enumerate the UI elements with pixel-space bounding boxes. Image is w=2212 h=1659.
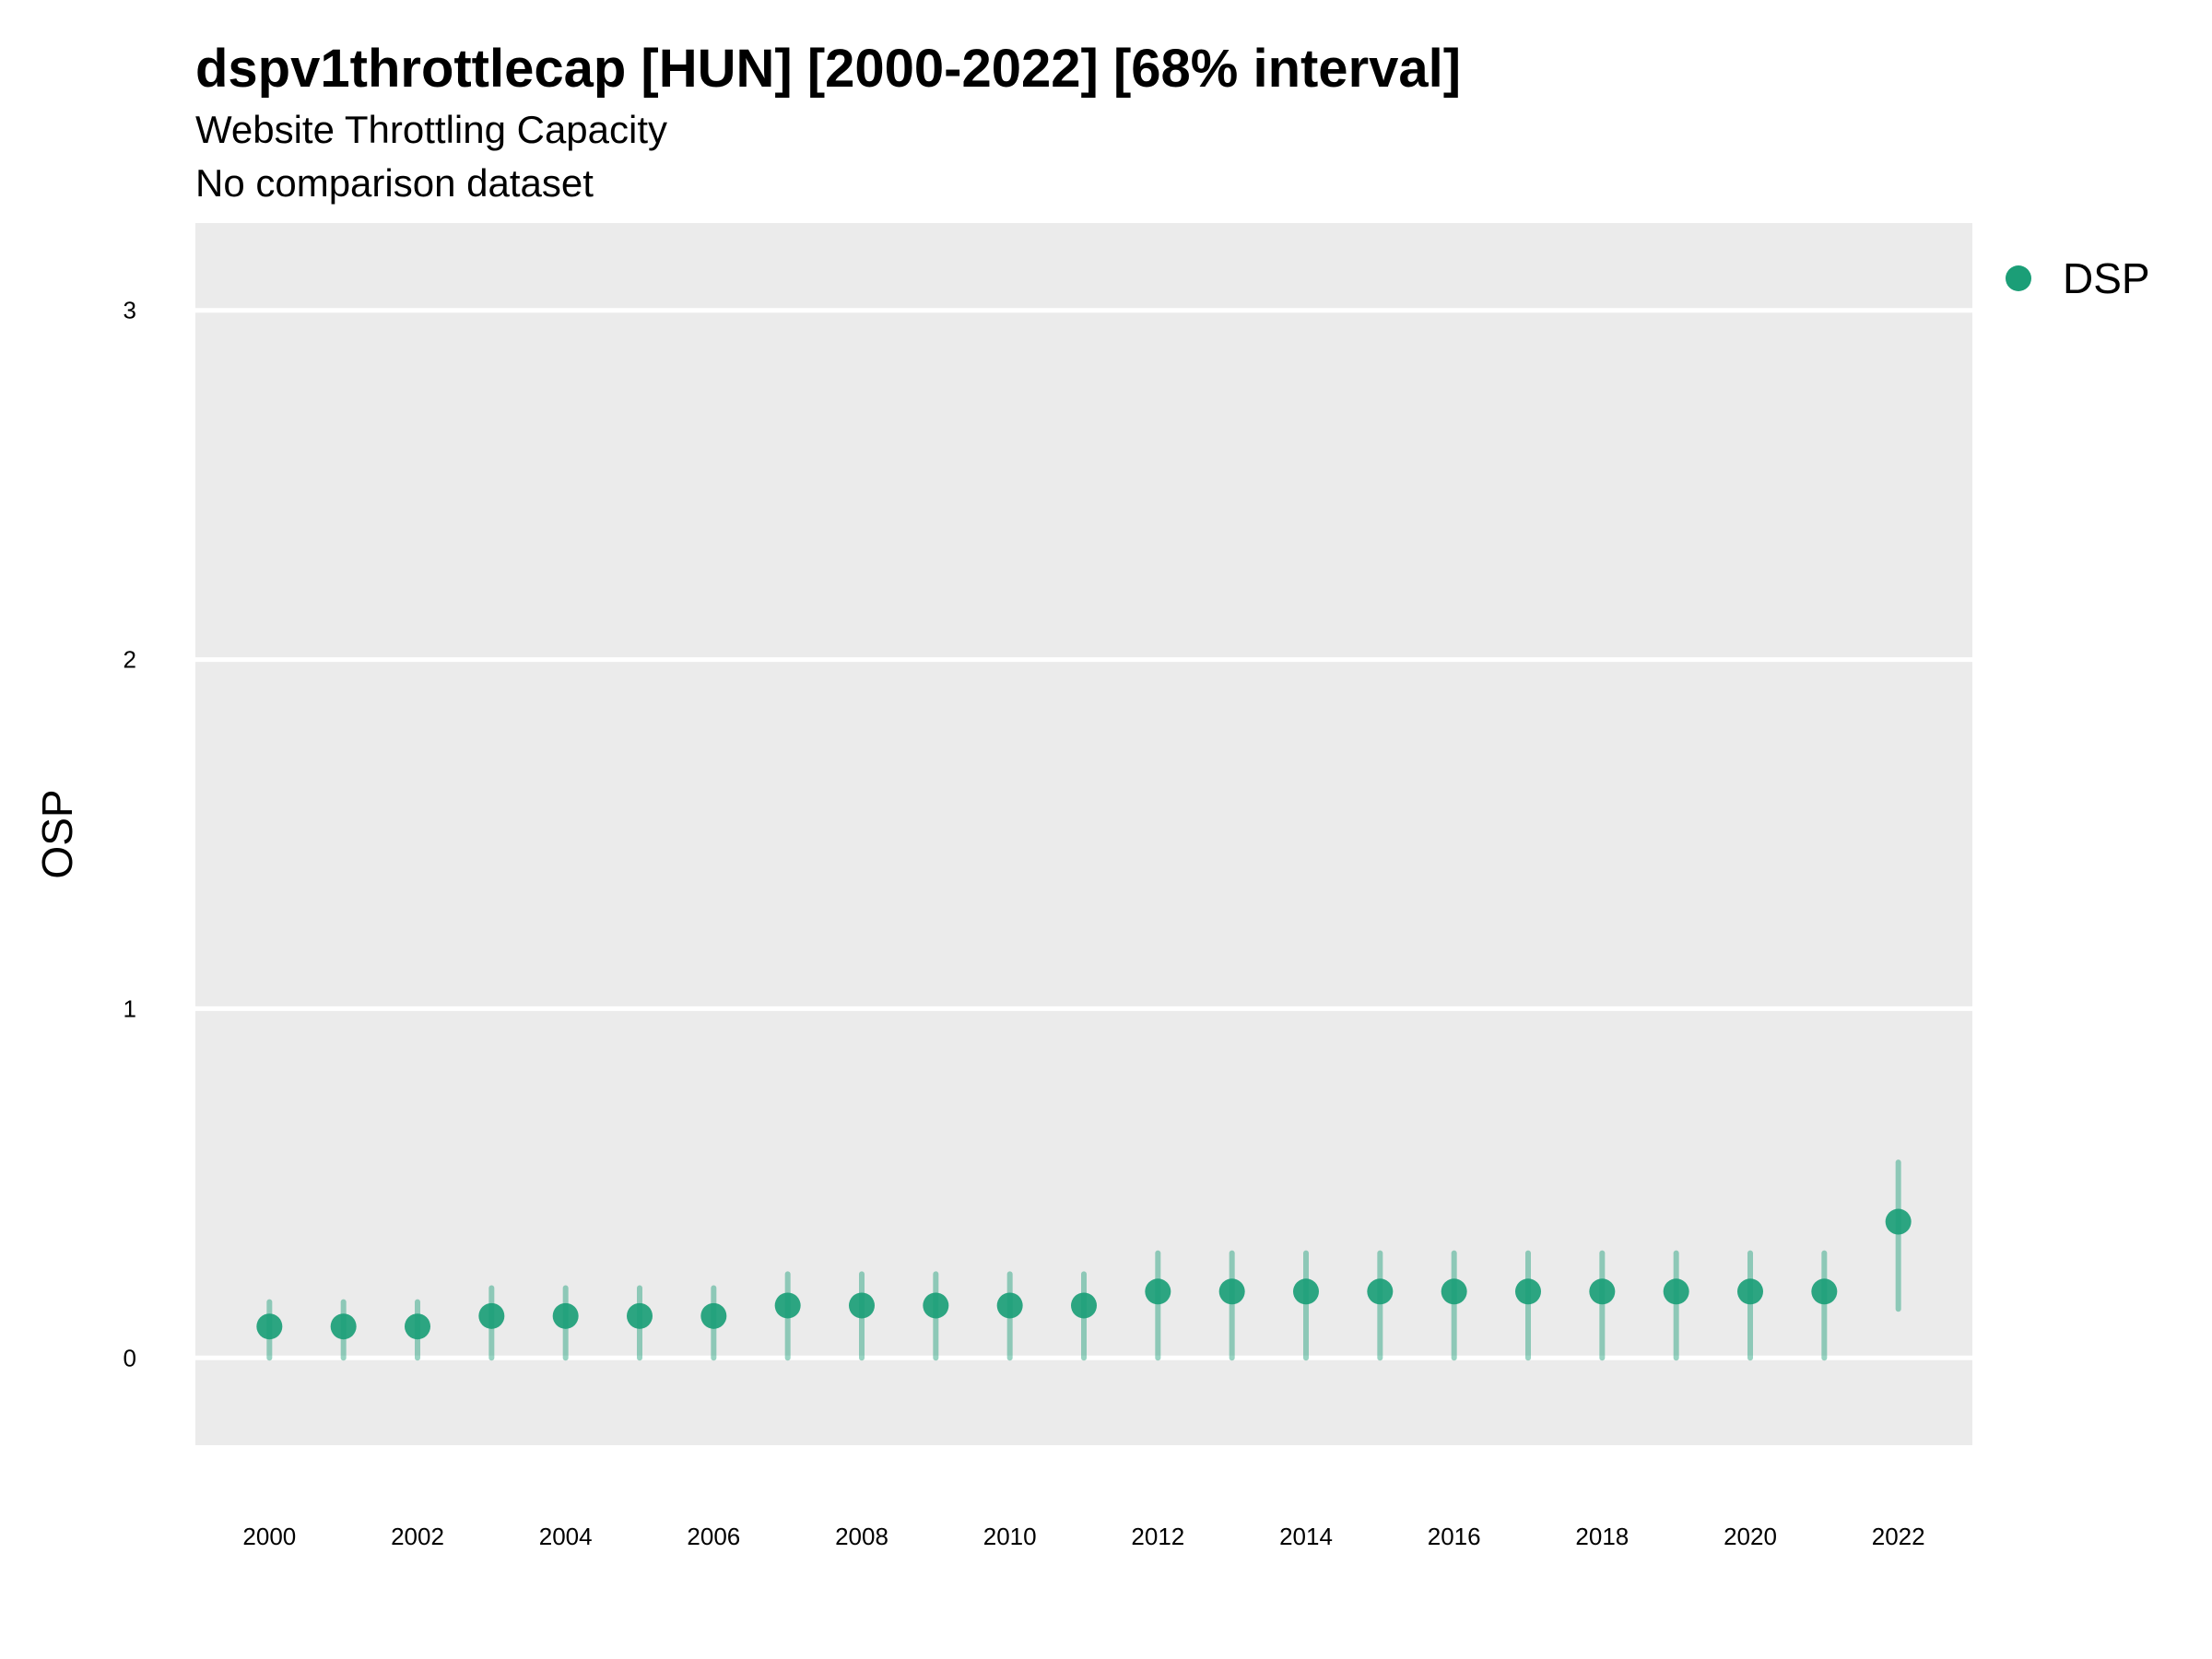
chart-subtitle: Website Throttling Capacity	[195, 108, 667, 151]
point-2014	[1293, 1278, 1319, 1305]
x-tick-label-2014: 2014	[1279, 1523, 1333, 1550]
point-2007	[774, 1292, 801, 1319]
point-2022	[1885, 1208, 1912, 1235]
point-2017	[1515, 1278, 1541, 1305]
point-2002	[405, 1313, 430, 1340]
grid-lines	[195, 308, 1972, 1360]
point-2006	[700, 1302, 727, 1329]
x-tick-label-2006: 2006	[687, 1523, 740, 1550]
x-tick-label-2018: 2018	[1575, 1523, 1629, 1550]
chart-subtitle-2: No comparison dataset	[195, 161, 594, 205]
point-2020	[1737, 1278, 1763, 1305]
y-tick-label-1: 1	[124, 994, 136, 1022]
point-2000	[256, 1313, 283, 1340]
point-2015	[1367, 1278, 1394, 1305]
y-tick-label-2: 2	[124, 646, 136, 674]
point-2021	[1811, 1278, 1838, 1305]
point-2001	[330, 1313, 357, 1340]
x-tick-label-2010: 2010	[983, 1523, 1037, 1550]
point-2010	[996, 1292, 1023, 1319]
point-2012	[1145, 1278, 1171, 1305]
point-2004	[552, 1302, 579, 1329]
x-tick-label-2004: 2004	[539, 1523, 593, 1550]
y-axis-label: OSP	[33, 789, 81, 878]
x-tick-label-2016: 2016	[1428, 1523, 1481, 1550]
legend: DSP	[2006, 254, 2150, 302]
x-tick-label-2012: 2012	[1131, 1523, 1184, 1550]
point-2008	[849, 1292, 875, 1319]
data-marks	[256, 1159, 1912, 1361]
x-tick-label-2002: 2002	[391, 1523, 444, 1550]
x-tick-label-2020: 2020	[1724, 1523, 1777, 1550]
x-tick-label-2000: 2000	[242, 1523, 296, 1550]
legend-key-dsp	[2006, 265, 2031, 291]
point-2005	[627, 1302, 653, 1329]
point-2013	[1218, 1278, 1245, 1305]
y-tick-label-3: 3	[124, 297, 136, 324]
point-2016	[1441, 1278, 1467, 1305]
chart-title: dspv1throttlecap [HUN] [2000-2022] [68% …	[195, 39, 1461, 99]
point-2018	[1589, 1278, 1616, 1305]
plot-panel	[195, 223, 1972, 1445]
y-axis-ticks: 0 1 2 3	[124, 297, 136, 1372]
y-tick-label-0: 0	[124, 1344, 136, 1371]
x-tick-label-2022: 2022	[1872, 1523, 1925, 1550]
point-2011	[1071, 1292, 1097, 1319]
point-2009	[923, 1292, 949, 1319]
point-2019	[1663, 1278, 1689, 1305]
point-2003	[478, 1302, 505, 1329]
x-tick-label-2008: 2008	[835, 1523, 888, 1550]
x-axis-ticks: 2000 2002 2004 2006 2008 2010 2012 2014 2016 2018…	[242, 1523, 1924, 1550]
legend-label-dsp: DSP	[2063, 254, 2150, 302]
